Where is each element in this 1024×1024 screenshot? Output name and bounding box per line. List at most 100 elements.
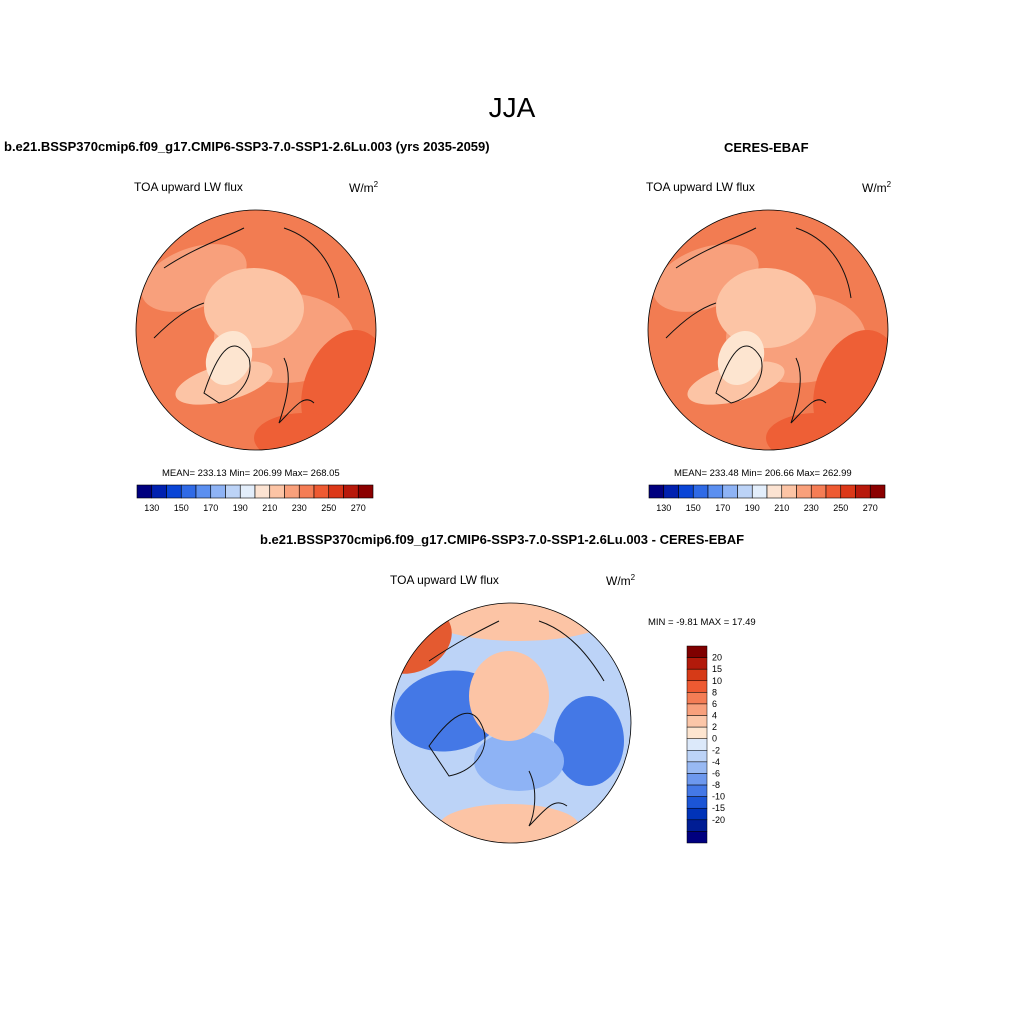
diff-colorbar-swatch [686,773,708,786]
model-colorbar-swatch [328,484,344,499]
obs-colorbar-tick-label: 250 [833,503,848,513]
obs-colorbar-swatch [825,484,842,499]
diff-colorbar-swatch [686,819,708,832]
diff-coastline [428,620,605,682]
model-colorbar-tick-label: 210 [262,503,277,513]
obs-colorbar-swatch [869,484,886,499]
figure-title: JJA [488,92,536,123]
diff-colorbar-swatch [686,750,708,763]
model-panel-title: b.e21.BSSP370cmip6.f09_g17.CMIP6-SSP3-7.… [4,139,490,154]
diff-colorbar-swatch [686,692,708,705]
diff-colorbar-swatch [686,726,708,739]
diff-colorbar-swatch [686,668,708,682]
diff-colorbar-swatch [686,657,708,670]
model-colorbar-swatch [180,484,197,499]
obs-colorbar-swatch [648,484,665,499]
obs-colorbar-swatch [840,484,856,499]
obs-field-region [716,268,816,348]
obs-colorbar-swatch [766,484,783,499]
obs-colorbar-swatch [692,484,709,499]
obs-greenland-region [717,330,765,386]
obs-colorbar-tick-label: 130 [656,503,671,513]
model-coastline [278,357,315,424]
model-stats-label: MEAN= 233.13 Min= 206.99 Max= 268.05 [162,468,340,479]
obs-colorbar-swatch [722,484,738,499]
diff-colorbar-swatch [686,807,708,821]
model-colorbar-swatch [343,484,359,499]
diff-colorbar-tick-label: 2 [712,722,717,732]
diff-colorbar-tick-label: 10 [712,676,722,686]
diff-colorbar-tick-label: 0 [712,734,717,744]
obs-colorbar-swatch [796,484,812,499]
diff-panel-title: b.e21.BSSP370cmip6.f09_g17.CMIP6-SSP3-7.… [260,532,745,547]
obs-colorbar-tick-label: 170 [715,503,730,513]
obs-coastline [675,227,852,299]
model-field-region [204,268,304,348]
diff-colorbar-tick-label: -20 [712,815,725,825]
obs-colorbar-tick-label: 210 [774,503,789,513]
diff-stats-label: MIN = -9.81 MAX = 17.49 [648,617,756,628]
model-greenland-coastline [203,345,251,404]
obs-colorbar-tick-label: 190 [745,503,760,513]
diff-colorbar-swatch [686,761,708,774]
model-units-label: W/m2 [349,180,379,195]
model-colorbar-tick-label: 270 [351,503,366,513]
model-colorbar: 130 150 170 190 210 230 250 270 [136,484,374,513]
model-colorbar-tick-label: 150 [174,503,189,513]
diff-colorbar-tick-label: 4 [712,711,717,721]
model-colorbar-swatch [284,484,300,499]
diff-colorbar-swatch [686,703,708,716]
diff-field-region [419,603,619,641]
obs-colorbar-swatch [737,484,753,499]
model-colorbar-tick-label: 230 [292,503,307,513]
model-map-border [135,209,377,451]
obs-variable-label: TOA upward LW flux [646,180,755,194]
model-coastline [163,227,340,299]
model-colorbar-swatch [195,484,212,499]
obs-colorbar-swatch [678,484,694,499]
model-colorbar-swatch [151,484,167,499]
diff-greenland-coastline [428,712,486,777]
model-polar-map [135,209,377,451]
diff-variable-label: TOA upward LW flux [390,573,499,587]
model-colorbar-tick-label: 250 [321,503,336,513]
model-colorbar-swatch [136,484,153,499]
diff-colorbar-swatch [686,645,708,658]
diff-field-region [469,651,549,741]
diff-colorbar-tick-label: -8 [712,780,720,790]
obs-stats-label: MEAN= 233.48 Min= 206.66 Max= 262.99 [674,468,852,479]
diff-field-region [439,804,579,843]
diff-colorbar-tick-label: 20 [712,653,722,663]
model-variable-label: TOA upward LW flux [134,180,243,194]
diff-map-border [390,602,632,844]
diff-colorbar-swatch [686,784,708,797]
model-colorbar-swatch [239,484,256,499]
diff-colorbar-swatch [686,680,708,693]
diff-colorbar-swatch [686,738,708,751]
model-colorbar-swatch [298,484,315,499]
diff-polar-map [390,602,632,844]
obs-colorbar-swatch [810,484,827,499]
diff-colorbar-tick-label: -15 [712,803,725,813]
diff-field-region [474,731,564,791]
obs-colorbar-swatch [751,484,768,499]
model-colorbar-swatch [357,484,374,499]
model-colorbar-tick-label: 130 [144,503,159,513]
model-greenland-region [205,330,253,386]
obs-colorbar: 130 150 170 190 210 230 250 270 [648,484,886,513]
obs-polar-map [647,209,889,451]
obs-field-region [766,413,866,450]
obs-colorbar-swatch [855,484,871,499]
diff-colorbar-tick-label: -10 [712,792,725,802]
model-colorbar-tick-label: 190 [233,503,248,513]
diff-units-label: W/m2 [606,573,636,588]
diff-colorbar-tick-label: -2 [712,745,720,755]
diff-colorbar-swatch [686,796,708,809]
diff-field-region [554,696,624,786]
diff-colorbar-swatch [686,715,708,728]
diff-colorbar-tick-label: 15 [712,664,722,674]
model-colorbar-tick-label: 170 [203,503,218,513]
model-coastline [153,302,205,339]
obs-coastline [790,357,827,424]
